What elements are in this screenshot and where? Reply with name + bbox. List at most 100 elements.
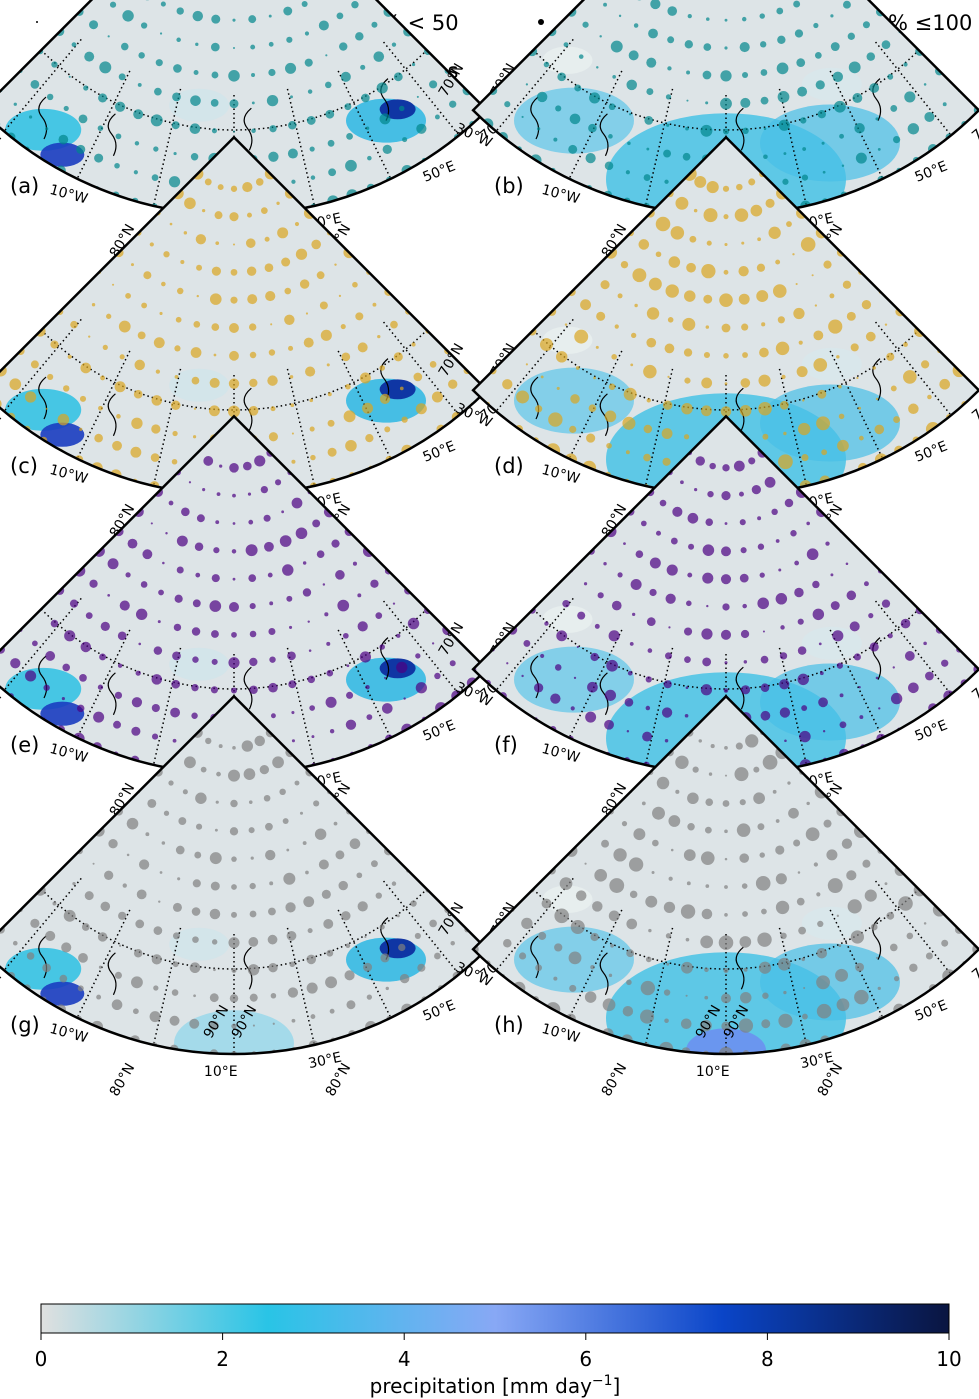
precip-area bbox=[801, 347, 862, 381]
category-dot bbox=[209, 908, 221, 920]
category-dot bbox=[151, 395, 163, 406]
category-dot bbox=[569, 425, 577, 433]
category-dot bbox=[775, 593, 788, 605]
category-dot bbox=[364, 935, 367, 939]
category-dot bbox=[836, 998, 850, 1012]
category-dot bbox=[665, 284, 679, 298]
precip-area bbox=[169, 368, 230, 402]
category-dot bbox=[229, 212, 239, 222]
category-dot bbox=[229, 994, 239, 1003]
category-dot bbox=[399, 973, 410, 984]
category-dot bbox=[287, 651, 296, 661]
category-dot bbox=[283, 872, 296, 885]
category-dot bbox=[434, 114, 440, 120]
category-dot bbox=[176, 535, 188, 547]
category-dot bbox=[645, 676, 652, 683]
category-dot bbox=[624, 697, 634, 707]
category-dot bbox=[736, 823, 751, 837]
category-dot bbox=[681, 961, 693, 974]
category-dot bbox=[264, 263, 274, 273]
category-dot bbox=[687, 572, 693, 578]
category-dot bbox=[740, 685, 751, 695]
category-dot bbox=[25, 670, 37, 682]
category-dot bbox=[285, 902, 296, 913]
category-dot bbox=[306, 954, 317, 965]
category-dot bbox=[833, 100, 846, 113]
category-dot bbox=[213, 968, 216, 972]
category-dot bbox=[643, 174, 651, 181]
meridian-line bbox=[382, 321, 460, 416]
category-dot bbox=[321, 889, 331, 899]
category-dot bbox=[268, 68, 276, 77]
colorbar-label: precipitation [mm day−1] bbox=[370, 1373, 621, 1398]
category-dot bbox=[268, 349, 276, 356]
category-dot bbox=[741, 323, 749, 331]
category-dot bbox=[346, 1000, 356, 1010]
category-dot bbox=[776, 7, 784, 15]
category-dot bbox=[407, 617, 420, 630]
category-dot bbox=[47, 373, 54, 381]
category-dot bbox=[887, 73, 894, 80]
category-dot bbox=[114, 691, 123, 699]
category-dot bbox=[761, 322, 766, 327]
category-dot bbox=[599, 35, 602, 38]
category-dot bbox=[89, 579, 98, 588]
category-dot bbox=[775, 539, 780, 543]
category-dot bbox=[622, 1006, 634, 1017]
category-dot bbox=[521, 674, 524, 678]
category-dot bbox=[626, 949, 635, 958]
category-dot bbox=[904, 651, 915, 661]
category-dot bbox=[588, 404, 597, 412]
category-dot bbox=[182, 789, 188, 795]
category-dot bbox=[628, 50, 639, 61]
category-dot bbox=[775, 900, 790, 915]
category-dot bbox=[376, 82, 388, 94]
category-dot bbox=[309, 398, 314, 403]
category-dot bbox=[270, 992, 277, 999]
category-dot bbox=[323, 918, 334, 929]
category-dot bbox=[850, 930, 864, 944]
category-dot bbox=[748, 457, 756, 465]
category-dot bbox=[877, 986, 881, 991]
category-dot bbox=[171, 121, 180, 130]
category-dot bbox=[663, 400, 673, 410]
category-dot bbox=[570, 394, 580, 404]
category-dot bbox=[701, 264, 716, 279]
category-dot bbox=[748, 178, 756, 186]
category-dot bbox=[153, 146, 159, 152]
category-dot bbox=[171, 458, 178, 465]
category-dot bbox=[779, 679, 790, 690]
category-dot bbox=[606, 659, 618, 672]
coastline bbox=[735, 666, 745, 710]
category-dot bbox=[664, 739, 669, 743]
category-dot bbox=[838, 413, 845, 420]
category-dot bbox=[886, 352, 895, 361]
category-dot bbox=[706, 180, 719, 194]
category-dot bbox=[359, 372, 371, 384]
category-dot bbox=[588, 123, 597, 133]
category-dot bbox=[107, 35, 110, 38]
category-dot bbox=[722, 185, 730, 192]
category-dot bbox=[122, 883, 127, 888]
category-dot bbox=[921, 360, 930, 369]
category-dot bbox=[181, 507, 190, 517]
category-dot bbox=[248, 827, 255, 834]
category-dot bbox=[741, 883, 748, 889]
category-dot bbox=[324, 81, 332, 89]
category-dot bbox=[130, 446, 142, 458]
category-dot bbox=[757, 932, 772, 947]
category-dot bbox=[380, 953, 390, 963]
category-dot bbox=[646, 57, 657, 68]
category-dot bbox=[655, 216, 671, 232]
category-dot bbox=[633, 828, 646, 841]
category-dot bbox=[286, 930, 297, 941]
category-dot bbox=[680, 1018, 692, 1030]
category-dot bbox=[211, 939, 218, 945]
colorbar-tick-label: 10 bbox=[936, 1347, 961, 1371]
category-dot bbox=[803, 987, 806, 990]
category-dot bbox=[859, 435, 864, 441]
category-dot bbox=[525, 363, 528, 366]
category-dot bbox=[608, 630, 620, 642]
category-dot bbox=[304, 58, 313, 67]
category-dot bbox=[670, 848, 674, 852]
